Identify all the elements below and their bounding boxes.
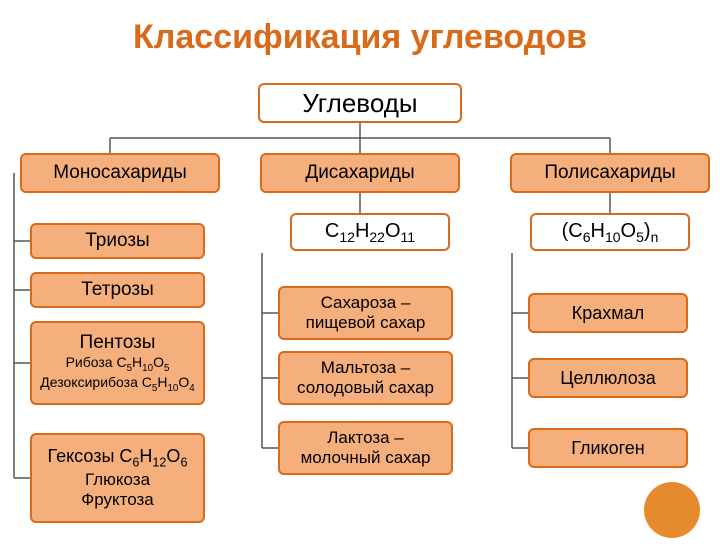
root-box: Углеводы [258, 83, 462, 123]
geksozy-line1: Глюкоза [85, 470, 150, 490]
col2-row1: Сахароза – пищевой сахар [278, 286, 453, 340]
pentozy-line2: Дезоксирибоза C5H10O4 [40, 374, 194, 394]
t: 5 [636, 229, 644, 245]
t: (C [562, 220, 583, 242]
col1-row1: Триозы [30, 223, 205, 259]
t: Гексозы C [48, 446, 133, 466]
root-label: Углеводы [302, 88, 417, 119]
t: O [153, 354, 164, 370]
t: H [157, 374, 167, 390]
t: Дезоксирибоза C [40, 374, 152, 390]
col3-row3: Гликоген [528, 428, 688, 468]
decoration-circle [644, 482, 700, 538]
t: O [385, 220, 401, 242]
col3-formula-text: (C6H10O5)n [562, 220, 659, 245]
t: 6 [583, 229, 591, 245]
col2-row3: Лактоза – молочный сахар [278, 421, 453, 475]
col1-pentozy: Пентозы Рибоза C5H10O5 Дезоксирибоза C5H… [30, 321, 205, 405]
col3-row1: Крахмал [528, 293, 688, 333]
page-title: Классификация углеводов [0, 18, 720, 57]
t: 12 [152, 456, 166, 470]
t: Рибоза C [66, 354, 127, 370]
col2-row2: Мальтоза – солодовый сахар [278, 351, 453, 405]
t: 22 [369, 229, 385, 245]
col2-row3-desc: молочный сахар [301, 448, 431, 468]
col1-row2: Тетрозы [30, 272, 205, 308]
col2-row2-name: Мальтоза – [321, 358, 411, 378]
t: 10 [142, 363, 153, 374]
pentozy-title: Пентозы [80, 332, 156, 354]
col1-header-label: Моносахариды [53, 162, 187, 184]
t: 10 [167, 383, 178, 394]
t: O [178, 374, 189, 390]
col2-row1-name: Сахароза – [321, 293, 411, 313]
t: 11 [401, 229, 416, 245]
col2-formula-text: C12H22O11 [325, 220, 415, 245]
col2-row3-name: Лактоза – [327, 428, 404, 448]
col2-header-label: Дисахариды [305, 162, 414, 184]
t: H [355, 220, 369, 242]
t: H [132, 354, 142, 370]
col2-row2-desc: солодовый сахар [297, 378, 434, 398]
t: 12 [339, 229, 355, 245]
geksozy-title: Гексозы C6H12O6 [48, 446, 188, 470]
t: C [325, 220, 339, 242]
col3-header: Полисахариды [510, 153, 710, 193]
geksozy-line2: Фруктоза [81, 490, 153, 510]
col3-row1-label: Крахмал [572, 303, 644, 324]
col1-geksozy: Гексозы C6H12O6 Глюкоза Фруктоза [30, 433, 205, 523]
t: O [166, 446, 180, 466]
col2-row1-desc: пищевой сахар [306, 313, 426, 333]
t: H [591, 220, 605, 242]
t: n [651, 229, 659, 245]
t: 5 [164, 363, 169, 374]
col1-header: Моносахариды [20, 153, 220, 193]
t: 10 [605, 229, 621, 245]
t: O [621, 220, 637, 242]
col3-header-label: Полисахариды [544, 162, 675, 184]
col3-row3-label: Гликоген [571, 438, 645, 459]
col2-header: Дисахариды [260, 153, 460, 193]
col1-row2-label: Тетрозы [81, 279, 153, 301]
col3-row2: Целлюлоза [528, 358, 688, 398]
pentozy-line1: Рибоза C5H10O5 [66, 354, 170, 374]
col2-formula: C12H22O11 [290, 213, 450, 251]
t: 6 [180, 456, 187, 470]
col3-formula: (C6H10O5)n [530, 213, 690, 251]
t: ) [644, 220, 651, 242]
t: H [139, 446, 152, 466]
t: 4 [189, 383, 194, 394]
col1-row1-label: Триозы [85, 230, 149, 252]
col3-row2-label: Целлюлоза [560, 368, 656, 389]
